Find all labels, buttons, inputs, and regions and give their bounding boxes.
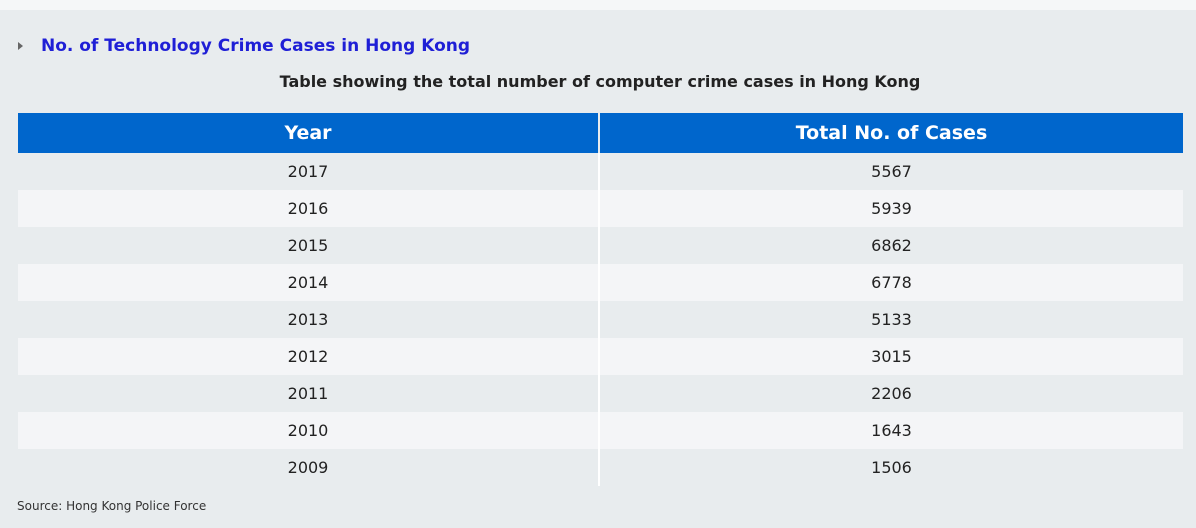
cell-year: 2012 — [18, 338, 600, 375]
cell-year: 2017 — [18, 153, 600, 190]
cell-cases: 1506 — [599, 449, 1183, 486]
cell-year: 2013 — [18, 301, 600, 338]
table-row: 2015 6862 — [18, 227, 1183, 264]
cell-year: 2011 — [18, 375, 600, 412]
table-row: 2011 2206 — [18, 375, 1183, 412]
cell-cases: 2206 — [599, 375, 1183, 412]
section-heading[interactable]: No. of Technology Crime Cases in Hong Ko… — [18, 34, 470, 58]
cell-cases: 6862 — [599, 227, 1183, 264]
table-row: 2016 5939 — [18, 190, 1183, 227]
triangle-right-icon — [18, 42, 23, 50]
table-row: 2017 5567 — [18, 153, 1183, 190]
header-total-cases: Total No. of Cases — [599, 113, 1183, 153]
section-title[interactable]: No. of Technology Crime Cases in Hong Ko… — [41, 36, 471, 56]
table-row: 2013 5133 — [18, 301, 1183, 338]
table-row: 2012 3015 — [18, 338, 1183, 375]
cell-year: 2015 — [18, 227, 600, 264]
cell-cases: 5567 — [599, 153, 1183, 190]
cell-cases: 6778 — [599, 264, 1183, 301]
table-row: 2010 1643 — [18, 412, 1183, 449]
header-year: Year — [18, 113, 600, 153]
cases-table: Year Total No. of Cases 2017 5567 2016 5… — [18, 113, 1183, 486]
top-strip — [0, 0, 1196, 10]
cell-year: 2014 — [18, 264, 600, 301]
table-row: 2009 1506 — [18, 449, 1183, 486]
cell-cases: 5939 — [599, 190, 1183, 227]
table-row: 2014 6778 — [18, 264, 1183, 301]
cell-year: 2010 — [18, 412, 600, 449]
table-caption: Table showing the total number of comput… — [279, 72, 921, 91]
source-note: Source: Hong Kong Police Force — [17, 499, 207, 513]
table-header-row: Year Total No. of Cases — [18, 113, 1183, 153]
cell-cases: 1643 — [599, 412, 1183, 449]
cell-cases: 5133 — [599, 301, 1183, 338]
cell-year: 2016 — [18, 190, 600, 227]
cell-year: 2009 — [18, 449, 600, 486]
cell-cases: 3015 — [599, 338, 1183, 375]
